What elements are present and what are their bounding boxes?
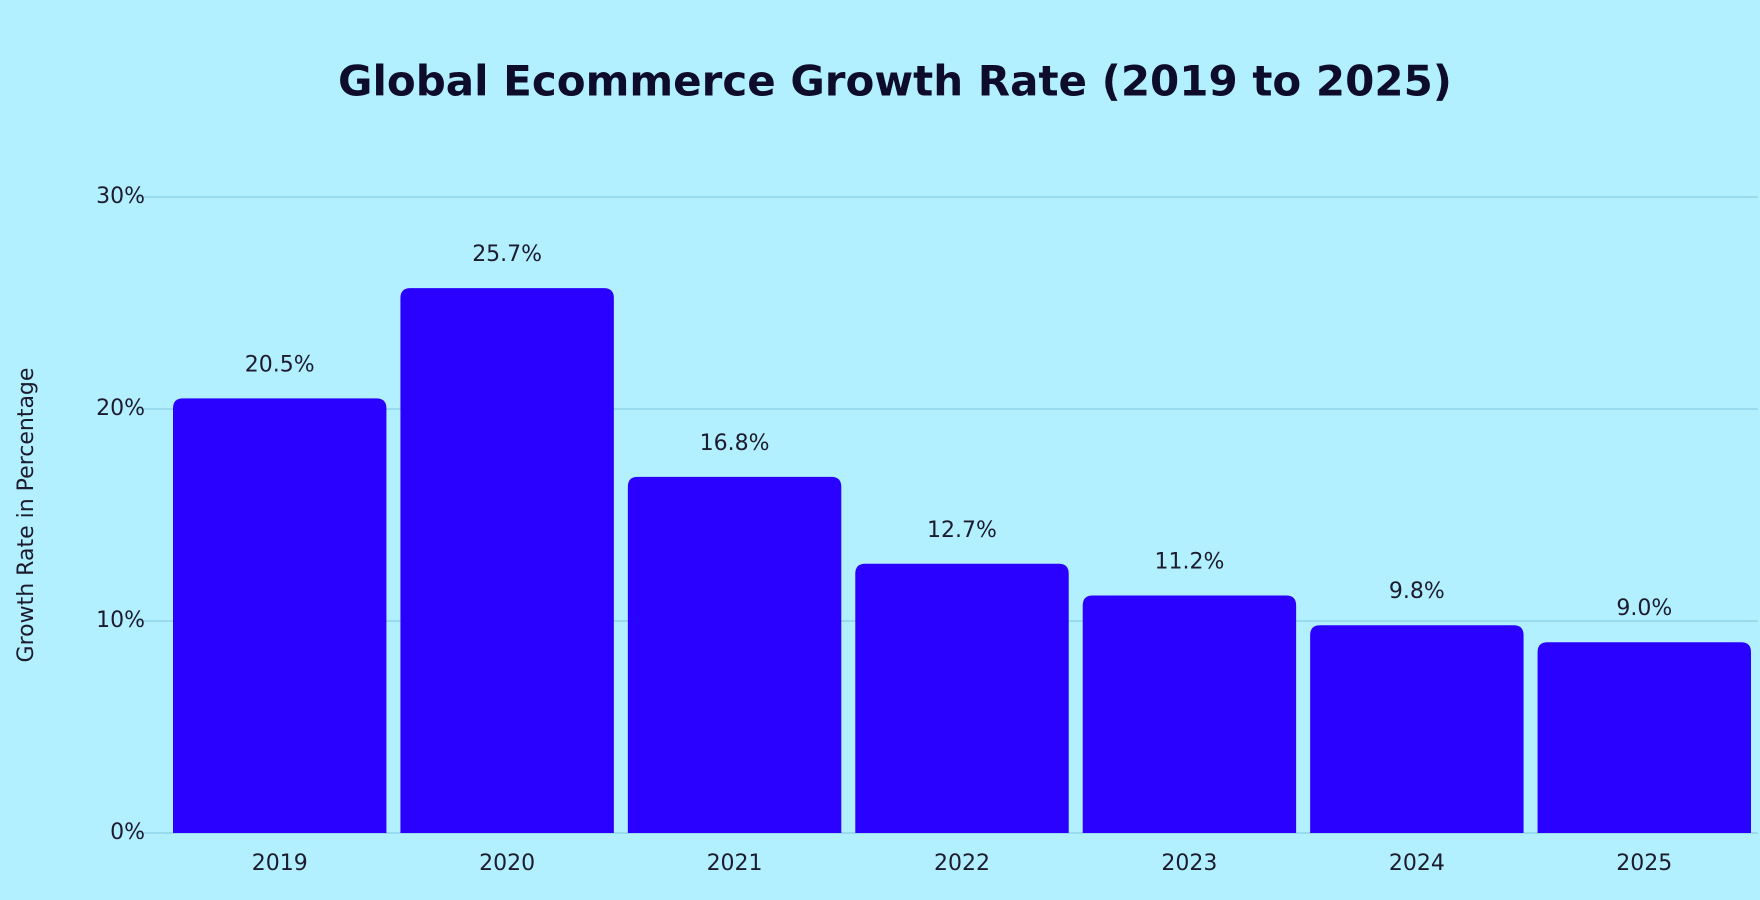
bar	[1537, 642, 1751, 833]
x-tick-label: 2021	[707, 851, 763, 876]
x-tick-label: 2019	[252, 851, 308, 876]
bar	[627, 476, 842, 833]
chart-title: Global Ecommerce Growth Rate (2019 to 20…	[338, 57, 1452, 106]
y-axis-label: Growth Rate in Percentage	[14, 368, 39, 663]
y-tick-label: 10%	[96, 608, 145, 633]
y-tick-label: 0%	[110, 820, 145, 845]
x-tick-label: 2023	[1161, 851, 1217, 876]
bar	[1310, 625, 1524, 833]
x-tick-label: 2020	[479, 851, 535, 876]
x-tick-label: 2022	[934, 851, 990, 876]
value-label: 11.2%	[1154, 550, 1224, 575]
bar	[173, 398, 387, 833]
bar	[400, 288, 614, 833]
value-label: 12.7%	[927, 518, 997, 543]
value-label: 9.8%	[1389, 579, 1445, 604]
x-tick-label: 2024	[1389, 851, 1445, 876]
x-tick-label: 2025	[1616, 851, 1672, 876]
bar	[1082, 595, 1297, 833]
y-tick-label: 30%	[96, 184, 145, 209]
value-label: 9.0%	[1616, 596, 1672, 621]
value-label: 20.5%	[245, 352, 315, 377]
value-label: 16.8%	[700, 431, 770, 456]
bar	[855, 563, 1069, 833]
value-label: 25.7%	[472, 242, 542, 267]
y-tick-label: 20%	[96, 396, 145, 421]
